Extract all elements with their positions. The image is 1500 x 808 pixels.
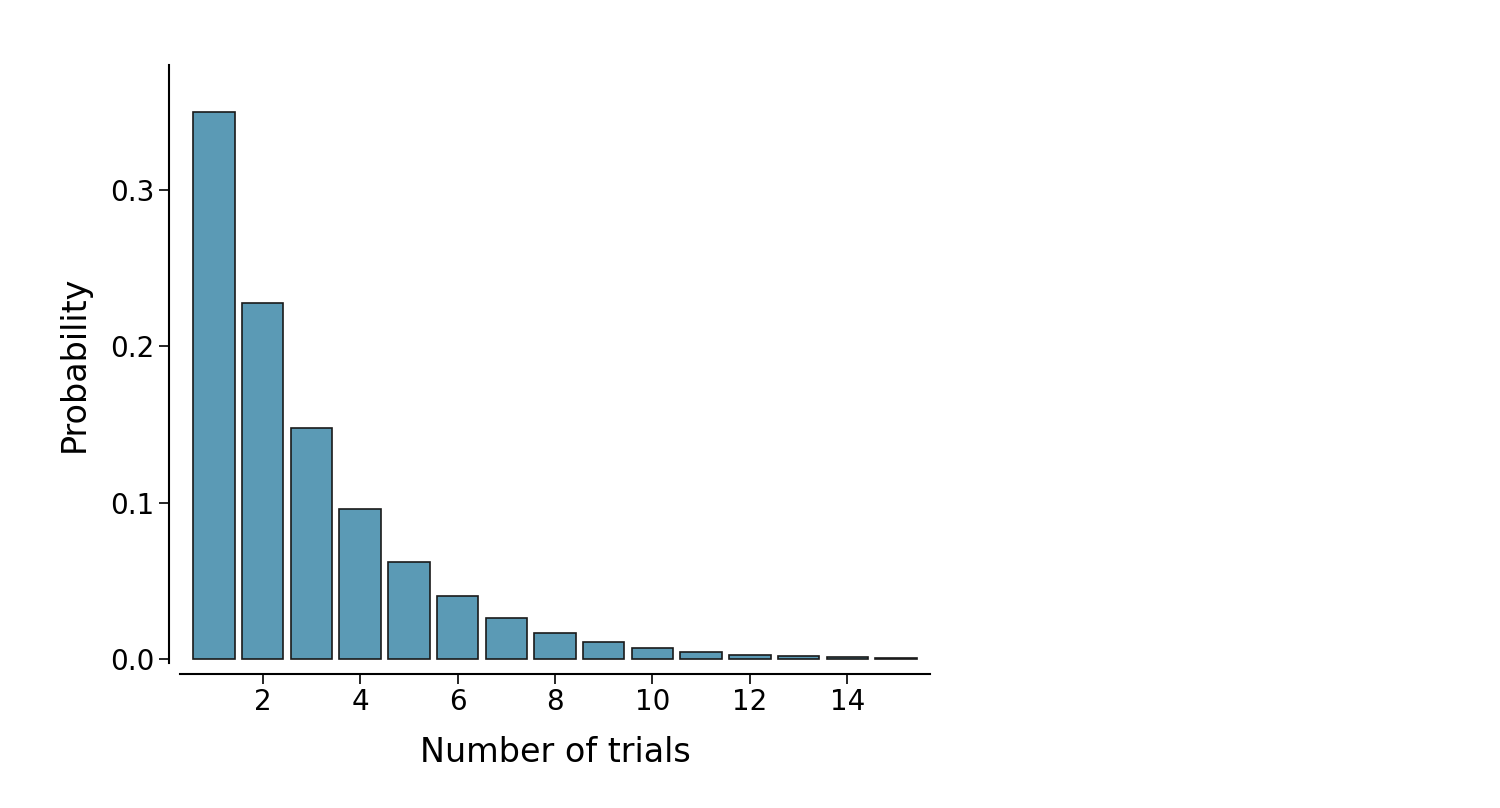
Bar — [827, 658, 868, 659]
Bar — [778, 656, 819, 659]
Bar — [436, 595, 478, 659]
Bar — [194, 112, 236, 659]
Bar — [534, 633, 576, 659]
Y-axis label: Probability: Probability — [57, 276, 90, 452]
X-axis label: Number of trials: Number of trials — [420, 736, 690, 768]
Bar — [291, 428, 332, 659]
Bar — [486, 618, 526, 659]
Bar — [874, 658, 916, 659]
Bar — [632, 648, 674, 659]
Bar — [584, 642, 624, 659]
Bar — [681, 652, 722, 659]
Bar — [388, 562, 429, 659]
Bar — [729, 654, 771, 659]
Bar — [339, 509, 381, 659]
Bar — [242, 303, 284, 659]
